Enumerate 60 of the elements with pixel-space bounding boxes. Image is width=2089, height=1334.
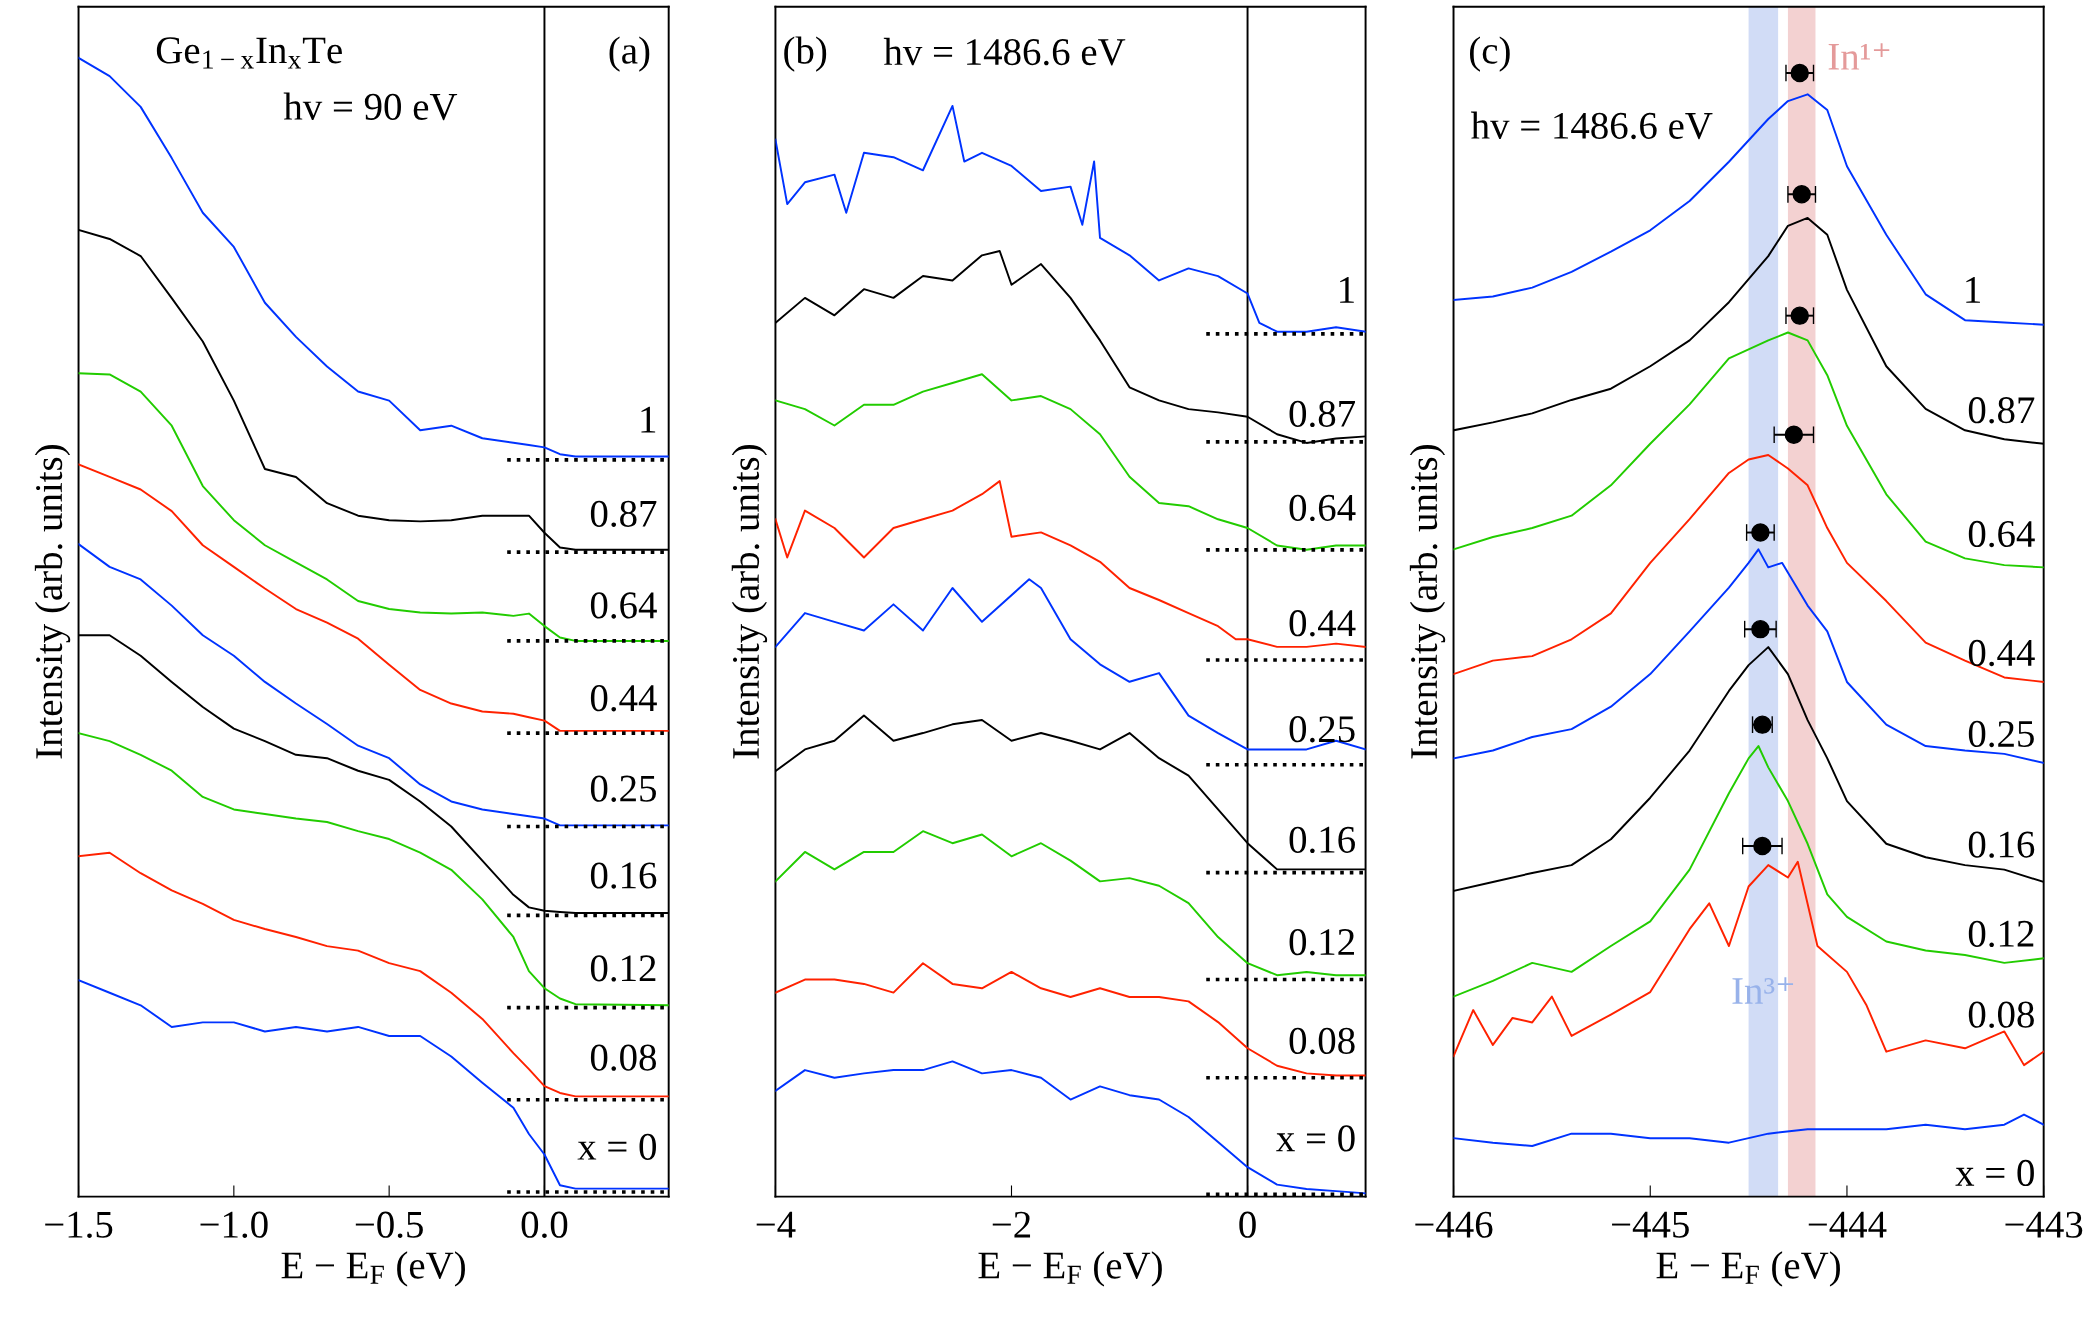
annotation: 1 — [1966, 277, 1980, 303]
x-tick-label: −2 — [992, 1211, 1031, 1238]
annotation: 1 — [1340, 277, 1354, 303]
annotation: 0.87 — [1289, 400, 1356, 428]
y-axis-title: Intensity (arb. units) — [731, 445, 768, 759]
annotation: 0.12 — [590, 955, 656, 982]
annotation: 0.12 — [1289, 929, 1354, 956]
x-tick-label: −445 — [1612, 1211, 1689, 1238]
annotation: 0.25 — [590, 775, 656, 802]
y-axis-title: Intensity (arb. units) — [1409, 445, 1446, 759]
point — [1753, 836, 1772, 856]
annotation: 1 — [641, 406, 656, 433]
annotation: 0.64 — [590, 592, 657, 619]
annotation: hv = 90 eV — [283, 92, 458, 121]
annotation: 0.44 — [1968, 639, 2035, 667]
annotation: hv = 1486.6 eV — [1471, 111, 1713, 140]
annotation: 0.87 — [590, 500, 657, 528]
x-tick-label: −0.5 — [355, 1211, 423, 1239]
point — [1790, 63, 1809, 83]
x-tick-label: −443 — [2005, 1211, 2083, 1238]
x-tick-label: −1.0 — [200, 1211, 268, 1239]
text: hv = 1486.6 eV — [883, 37, 1126, 66]
annotation: 0.16 — [1968, 831, 2035, 858]
text: (b) — [784, 36, 827, 72]
annotation: x = 0 — [577, 1133, 656, 1160]
band-label: In¹⁺ — [1828, 43, 1890, 70]
point — [1751, 523, 1770, 542]
band-label: In³⁺ — [1732, 977, 1794, 1004]
annotation: 0.25 — [1289, 716, 1355, 743]
annotation: x = 0 — [1955, 1159, 2034, 1187]
annotation: 0.64 — [1289, 494, 1356, 522]
x-tick-label: −1.5 — [45, 1211, 113, 1239]
annotation: (a) — [609, 36, 650, 72]
point — [1792, 185, 1811, 204]
annotation: 0.08 — [590, 1044, 656, 1071]
annotation: 0.64 — [1968, 520, 2035, 548]
annotation: 0.16 — [590, 862, 657, 889]
annotation: 0.08 — [1289, 1027, 1355, 1055]
annotation: 0.87 — [1968, 397, 2035, 424]
annotation: 0.44 — [590, 685, 657, 712]
point — [1784, 425, 1804, 444]
x-tick-label: −4 — [756, 1211, 796, 1238]
x-tick-label: 0.0 — [521, 1211, 568, 1239]
x-tick-label: −444 — [1808, 1211, 1887, 1238]
x-axis-title: E − E$_{F}$ (eV) — [281, 1251, 465, 1287]
annotation: x = 0 — [1276, 1125, 1355, 1152]
x-tick-label: −446 — [1415, 1211, 1493, 1238]
annotation: 0.16 — [1289, 826, 1355, 854]
text: (c) — [1469, 36, 1510, 72]
point — [1751, 619, 1770, 639]
x-axis-title: E − E$_{F}$ (eV) — [978, 1251, 1162, 1287]
point — [1790, 306, 1809, 325]
annotation: 0.12 — [1968, 920, 2034, 948]
annotation: Ge$_{1−x}$In$_{x}$Te — [156, 37, 342, 69]
x-tick-label: 0 — [1239, 1211, 1256, 1238]
x-axis-title: E − E$_{F}$ (eV) — [1656, 1251, 1840, 1287]
annotation: 0.44 — [1289, 610, 1356, 637]
y-axis-title: Intensity (arb. units) — [34, 445, 71, 759]
annotation: 0.25 — [1968, 720, 2034, 748]
annotation: 0.08 — [1968, 1001, 2034, 1029]
